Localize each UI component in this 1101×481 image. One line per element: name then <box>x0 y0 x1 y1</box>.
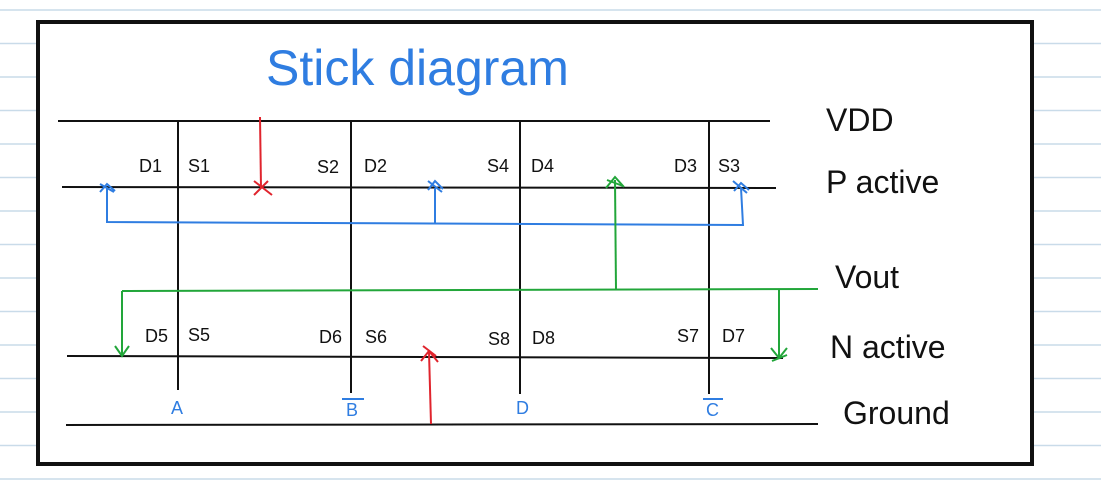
terminal-label-d8: D8 <box>532 328 555 348</box>
p-active-rail <box>61 186 777 189</box>
ground-rail <box>65 423 819 426</box>
terminal-label-d5: D5 <box>145 326 168 346</box>
terminal-label-s4: S4 <box>487 156 509 176</box>
input-label-c: C <box>706 400 719 420</box>
input-label-a: A <box>171 398 183 418</box>
terminal-label-s6: S6 <box>365 327 387 347</box>
terminal-label-s1: S1 <box>188 156 210 176</box>
vout-label: Vout <box>835 259 899 295</box>
n-active-label: N active <box>830 329 946 365</box>
terminal-label-d7: D7 <box>722 326 745 346</box>
terminal-label-d3: D3 <box>674 156 697 176</box>
input-label-b: B <box>346 400 358 420</box>
vdd-label: VDD <box>826 102 894 138</box>
ground-label: Ground <box>843 395 950 431</box>
terminal-label-s8: S8 <box>488 329 510 349</box>
terminal-label-s5: S5 <box>188 325 210 345</box>
vdd-contact <box>253 116 273 196</box>
terminal-label-d2: D2 <box>364 156 387 176</box>
p-interconnect <box>99 179 750 227</box>
ground-contact <box>420 345 439 425</box>
terminal-label-s2: S2 <box>317 157 339 177</box>
terminal-label-s7: S7 <box>677 326 699 346</box>
terminal-label-s3: S3 <box>718 156 740 176</box>
p-active-label: P active <box>826 164 939 200</box>
input-label-d: D <box>516 398 529 418</box>
diagram-frame <box>36 20 1034 466</box>
terminal-label-d1: D1 <box>139 156 162 176</box>
vout-net <box>114 175 819 362</box>
terminal-label-d4: D4 <box>531 156 554 176</box>
diagram-title: Stick diagram <box>266 40 569 96</box>
terminal-label-d6: D6 <box>319 327 342 347</box>
